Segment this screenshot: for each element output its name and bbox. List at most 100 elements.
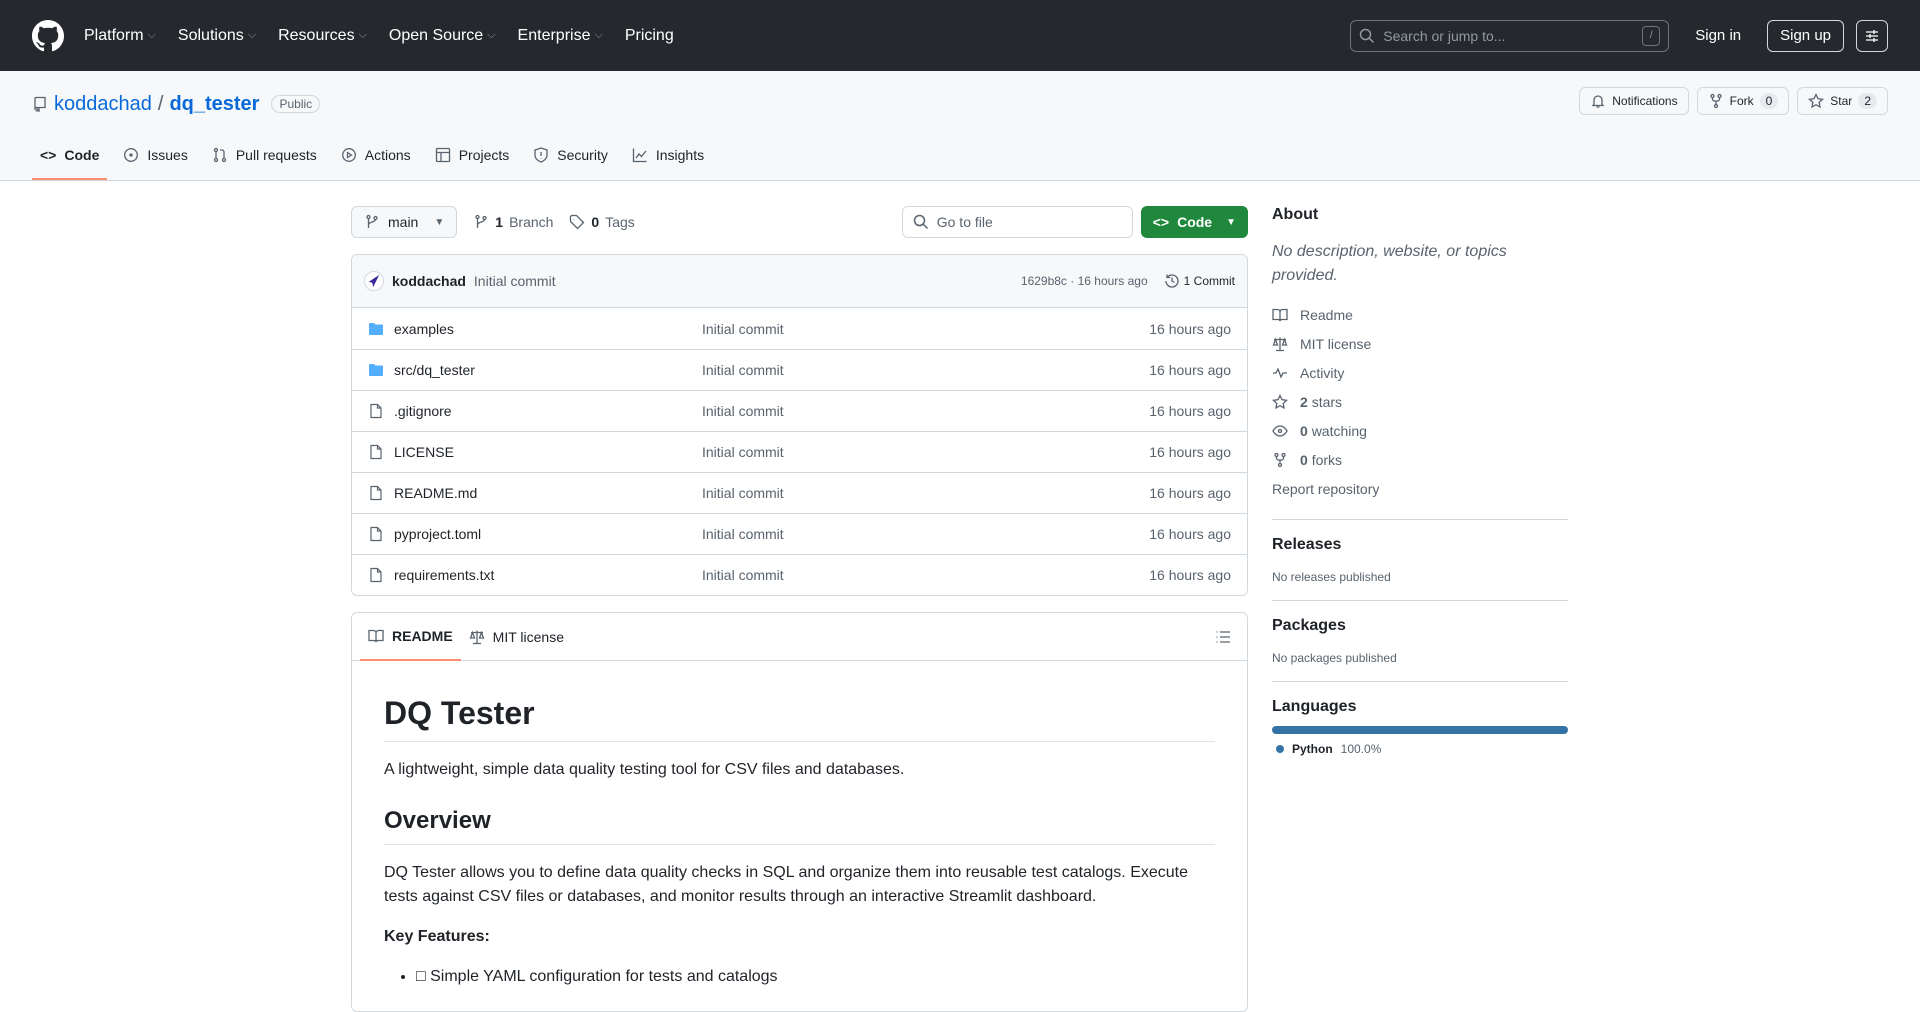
repo-owner-link[interactable]: koddachad xyxy=(54,92,152,115)
language-color-dot xyxy=(1276,745,1284,753)
nav-resources[interactable]: Resources ⌵ xyxy=(278,26,367,44)
fork-icon xyxy=(1708,93,1724,109)
repo-header: koddachad / dq_tester Public Notificatio… xyxy=(0,71,1920,181)
file-row: pyproject.toml Initial commit 16 hours ago xyxy=(352,513,1247,554)
repo-name-link[interactable]: dq_tester xyxy=(169,92,260,115)
license-link[interactable]: MIT license xyxy=(1272,329,1568,358)
chevron-down-icon: ⌵ xyxy=(358,29,367,41)
readme-link[interactable]: Readme xyxy=(1272,300,1568,329)
forks-link[interactable]: 0 forks xyxy=(1272,445,1568,474)
nav-pricing[interactable]: Pricing xyxy=(624,26,674,44)
tab-pull-requests[interactable]: Pull requests xyxy=(204,132,325,180)
nav-solutions[interactable]: Solutions ⌵ xyxy=(177,26,257,44)
feature-item: □ Simple YAML configuration for tests an… xyxy=(416,965,1215,989)
shortcut-key: / xyxy=(1642,25,1661,46)
commits-link[interactable]: 1 Commit xyxy=(1164,273,1235,289)
file-name-link[interactable]: requirements.txt xyxy=(394,567,495,583)
github-logo-icon[interactable] xyxy=(32,19,64,52)
sign-in-link[interactable]: Sign in xyxy=(1695,27,1742,44)
file-icon xyxy=(368,403,384,419)
watchers-link[interactable]: 0 watching xyxy=(1272,416,1568,445)
report-repository-link[interactable]: Report repository xyxy=(1272,480,1380,497)
readme-title: DQ Tester xyxy=(384,693,1215,742)
file-name-link[interactable]: README.md xyxy=(394,485,478,501)
sign-up-button[interactable]: Sign up xyxy=(1767,19,1844,52)
issue-icon xyxy=(123,147,139,163)
caret-down-icon: ▼ xyxy=(434,216,445,228)
avatar[interactable] xyxy=(364,271,384,291)
packages-heading[interactable]: Packages xyxy=(1272,617,1346,634)
book-icon xyxy=(1272,307,1288,323)
tags-link[interactable]: 0 Tags xyxy=(569,214,635,230)
packages-empty: No packages published xyxy=(1272,651,1397,665)
nav-platform[interactable]: Platform ⌵ xyxy=(84,26,156,44)
star-icon xyxy=(1272,393,1288,410)
branches-link[interactable]: 1 Branch xyxy=(473,214,553,230)
law-icon xyxy=(469,629,485,645)
chevron-down-icon: ⌵ xyxy=(247,29,257,41)
file-commit-time: 16 hours ago xyxy=(1149,485,1231,501)
file-commit-time: 16 hours ago xyxy=(1149,444,1231,460)
about-sidebar: About No description, website, or topics… xyxy=(1272,206,1568,756)
file-commit-message[interactable]: Initial commit xyxy=(702,403,784,419)
chevron-down-icon: ⌵ xyxy=(594,29,603,41)
tab-security[interactable]: Security xyxy=(525,132,616,180)
tab-readme[interactable]: README xyxy=(360,613,461,661)
shield-icon xyxy=(533,147,549,163)
file-commit-message[interactable]: Initial commit xyxy=(702,320,784,337)
tab-actions[interactable]: Actions xyxy=(333,132,419,180)
file-row: examples Initial commit 16 hours ago xyxy=(352,308,1247,349)
search-input[interactable]: Search or jump to... / xyxy=(1350,19,1670,52)
file-commit-message[interactable]: Initial commit xyxy=(702,444,784,460)
go-to-file-input[interactable]: Go to file xyxy=(901,206,1133,238)
code-icon: <> xyxy=(1152,214,1170,230)
law-icon xyxy=(1272,336,1288,352)
commit-message[interactable]: Initial commit xyxy=(473,273,556,289)
activity-link[interactable]: Activity xyxy=(1272,358,1568,387)
stars-link[interactable]: 2 stars xyxy=(1272,387,1568,416)
file-name-link[interactable]: examples xyxy=(394,320,454,337)
star-button[interactable]: Star 2 xyxy=(1797,87,1888,115)
divider xyxy=(1272,519,1568,520)
code-dropdown-button[interactable]: <> Code ▼ xyxy=(1140,206,1248,238)
visibility-badge: Public xyxy=(271,95,321,113)
tab-license[interactable]: MIT license xyxy=(461,613,572,661)
fork-button[interactable]: Fork 0 xyxy=(1696,87,1790,115)
nav-enterprise[interactable]: Enterprise ⌵ xyxy=(517,26,603,44)
file-icon xyxy=(368,444,384,460)
settings-menu-button[interactable] xyxy=(1856,19,1888,52)
chevron-down-icon: ⌵ xyxy=(147,29,156,41)
divider xyxy=(1272,681,1568,682)
file-commit-message[interactable]: Initial commit xyxy=(702,526,784,542)
language-item[interactable]: Python 100.0% xyxy=(1272,742,1568,756)
readme-overview: DQ Tester allows you to define data qual… xyxy=(384,864,1189,905)
language-bar xyxy=(1272,726,1568,734)
tab-code[interactable]: <> Code xyxy=(32,132,108,180)
nav-open-source[interactable]: Open Source ⌵ xyxy=(388,26,496,44)
releases-heading[interactable]: Releases xyxy=(1272,536,1342,553)
file-commit-message[interactable]: Initial commit xyxy=(702,485,784,501)
eye-icon xyxy=(1272,423,1288,439)
file-commit-message[interactable]: Initial commit xyxy=(702,567,784,583)
file-name-link[interactable]: LICENSE xyxy=(394,444,454,460)
tab-insights[interactable]: Insights xyxy=(624,132,712,180)
file-name-link[interactable]: .gitignore xyxy=(394,403,452,419)
outline-list-icon[interactable] xyxy=(1215,629,1231,645)
table-icon xyxy=(435,147,451,163)
file-commit-time: 16 hours ago xyxy=(1149,403,1231,419)
file-commit-time: 16 hours ago xyxy=(1149,362,1231,378)
file-icon xyxy=(368,485,384,501)
file-commit-message[interactable]: Initial commit xyxy=(702,362,784,378)
commit-author[interactable]: koddachad xyxy=(392,273,466,289)
branch-select-button[interactable]: main ▼ xyxy=(351,206,458,238)
commit-hash-time[interactable]: 1629b8c · 16 hours ago xyxy=(1020,274,1148,288)
notifications-button[interactable]: Notifications xyxy=(1579,87,1689,115)
tab-projects[interactable]: Projects xyxy=(427,132,518,180)
file-name-link[interactable]: pyproject.toml xyxy=(394,526,482,542)
about-heading: About xyxy=(1272,206,1319,223)
divider xyxy=(1272,600,1568,601)
file-name-link[interactable]: src/dq_tester xyxy=(394,362,475,378)
star-count: 2 xyxy=(1858,93,1877,109)
tab-issues[interactable]: Issues xyxy=(115,132,195,180)
file-row: requirements.txt Initial commit 16 hours a… xyxy=(352,554,1247,595)
